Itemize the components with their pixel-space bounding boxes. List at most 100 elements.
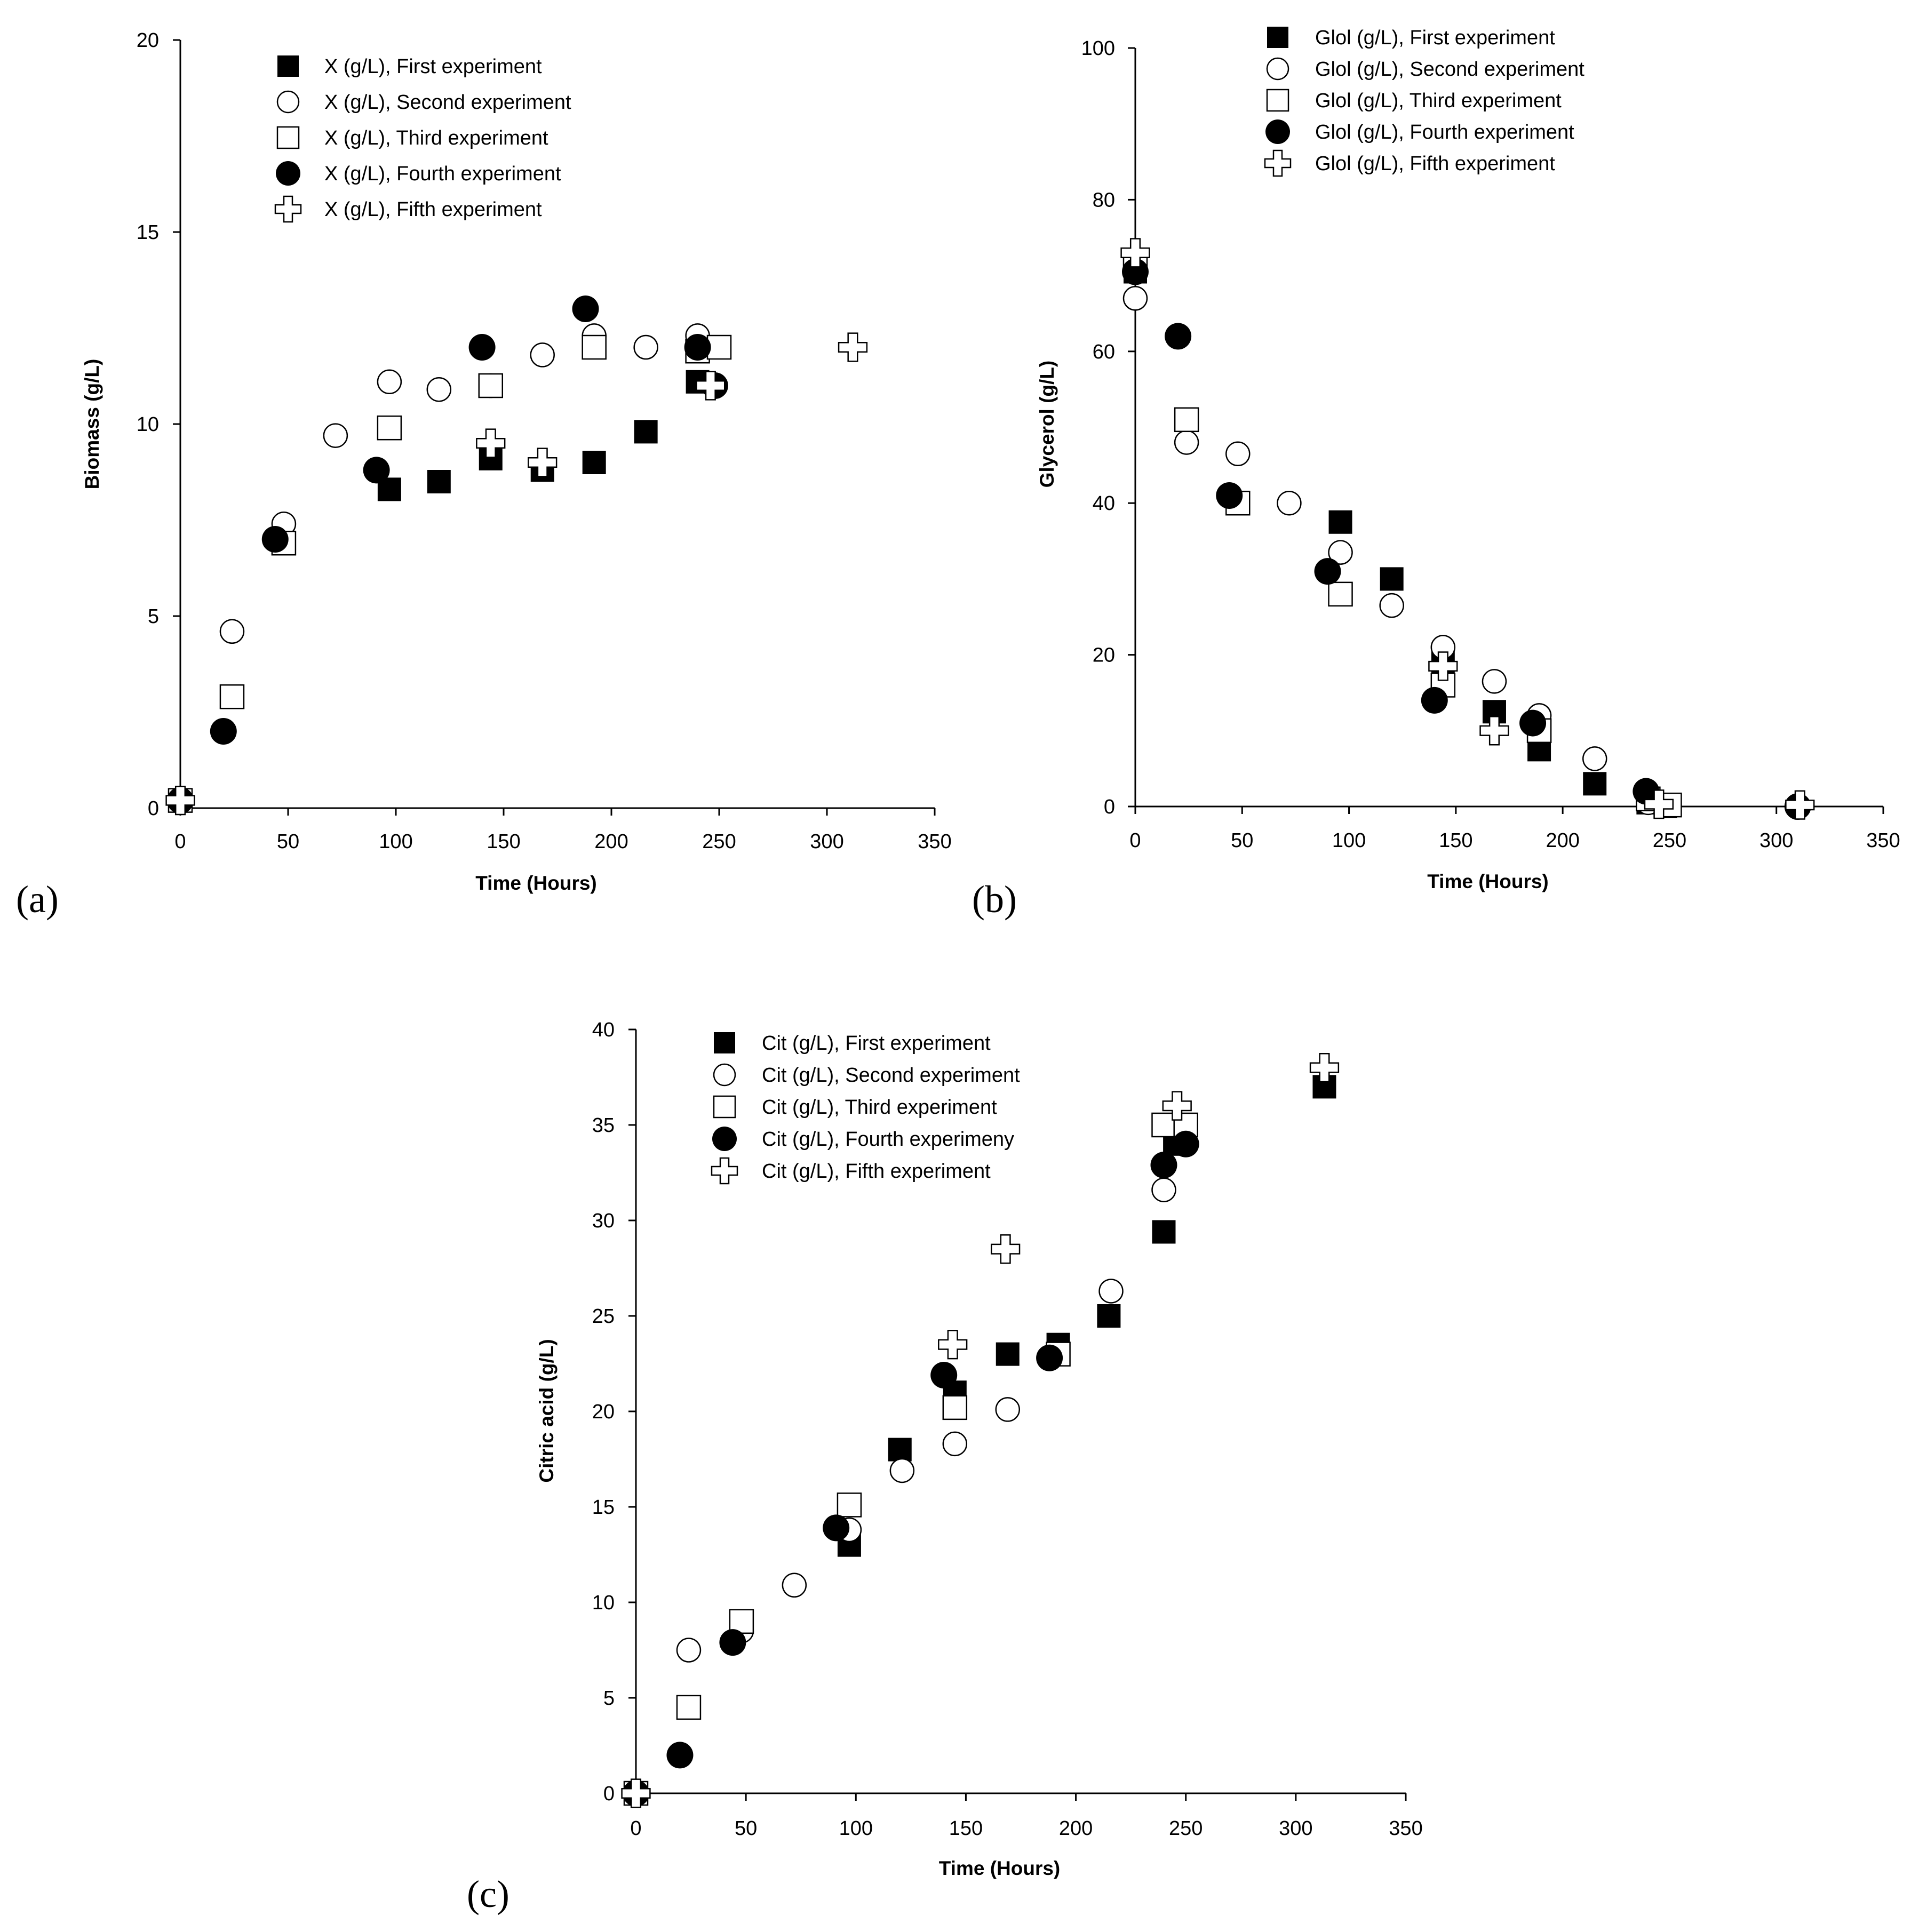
data-point xyxy=(1225,441,1251,467)
data-point xyxy=(572,296,599,322)
data-point xyxy=(684,334,711,361)
legend-entry: Cit (g/L), Fifth experiment xyxy=(762,1160,991,1183)
data-point xyxy=(1122,258,1149,285)
data-point xyxy=(377,369,402,395)
data-point xyxy=(363,457,390,484)
data-point xyxy=(1162,1091,1192,1121)
series-4 xyxy=(1122,258,1811,820)
series-5 xyxy=(1120,238,1815,820)
series-5 xyxy=(165,332,868,816)
data-point xyxy=(426,377,452,402)
x-tick-label: 50 xyxy=(1231,829,1253,852)
x-tick-label: 250 xyxy=(702,831,736,853)
legend-marker xyxy=(711,1157,738,1185)
data-point xyxy=(676,1638,702,1663)
y-axis-title: Biomass (g/L) xyxy=(81,359,103,490)
data-point xyxy=(582,451,606,474)
y-tick-label: 15 xyxy=(592,1496,615,1519)
legend-marker xyxy=(1265,119,1290,144)
x-tick-label: 300 xyxy=(810,831,843,853)
data-point xyxy=(1120,238,1150,268)
y-tick-label: 30 xyxy=(592,1210,615,1232)
data-point xyxy=(219,619,245,644)
data-point xyxy=(1309,1052,1340,1083)
legend-entry: Glol (g/L), Second experiment xyxy=(1315,58,1584,81)
series-3 xyxy=(168,334,732,813)
data-point xyxy=(633,334,658,360)
legend: Cit (g/L), First experiment Cit (g/L), Se… xyxy=(711,1032,1020,1185)
data-point xyxy=(1582,746,1607,771)
x-tick-label: 250 xyxy=(1169,1817,1203,1840)
legend-marker xyxy=(713,1095,736,1119)
data-point xyxy=(1122,286,1148,311)
data-point xyxy=(1151,1112,1176,1138)
x-tick-label: 150 xyxy=(1439,829,1472,852)
legend-marker xyxy=(712,1127,737,1151)
y-tick-label: 35 xyxy=(592,1114,615,1137)
x-tick-label: 350 xyxy=(1389,1817,1422,1840)
data-point xyxy=(666,1742,694,1769)
series-4 xyxy=(623,1130,1199,1807)
legend-entry: Cit (g/L), Third experiment xyxy=(762,1096,997,1119)
data-point xyxy=(1151,1177,1176,1202)
data-point xyxy=(323,423,348,448)
y-tick-label: 5 xyxy=(603,1687,615,1710)
data-point xyxy=(1380,567,1404,591)
panel-citric-acid: 0 50 100 150 200 250 300 350 0 5 10 15 20 25 30 35 40 Tim… xyxy=(467,1019,1423,1915)
data-point xyxy=(1098,1279,1124,1304)
legend-entry: Cit (g/L), First experiment xyxy=(762,1032,991,1055)
y-tick-label: 0 xyxy=(1104,796,1115,818)
legend-marker xyxy=(1266,57,1289,81)
series-1 xyxy=(169,336,727,812)
series-2 xyxy=(1122,286,1661,816)
data-point xyxy=(888,1438,912,1462)
data-point xyxy=(1165,323,1192,350)
data-point xyxy=(1482,669,1507,694)
y-tick-label: 100 xyxy=(1081,37,1115,60)
y-tick-label: 40 xyxy=(592,1019,615,1041)
data-point xyxy=(838,332,868,362)
x-tick-label: 150 xyxy=(487,831,520,853)
panel-label: (c) xyxy=(467,1873,509,1915)
data-point xyxy=(1421,686,1448,714)
y-tick-label: 0 xyxy=(603,1783,615,1805)
panel-glycerol: 0 50 100 150 200 250 300 350 0 20 40 60 80 100 Time (H… xyxy=(972,27,1900,921)
legend-entry: Glol (g/L), Third experiment xyxy=(1315,90,1562,112)
x-tick-label: 300 xyxy=(1279,1817,1312,1840)
data-point xyxy=(1172,1130,1199,1157)
y-tick-label: 80 xyxy=(1093,189,1115,211)
x-tick-label: 100 xyxy=(1332,829,1366,852)
legend-entry: Glol (g/L), First experiment xyxy=(1315,27,1555,49)
data-point xyxy=(427,470,451,493)
legend-entry: X (g/L), Third experiment xyxy=(324,127,548,149)
legend-marker xyxy=(274,195,302,223)
x-axis-title: Time (Hours) xyxy=(939,1857,1061,1879)
x-tick-label: 350 xyxy=(918,831,951,853)
data-point xyxy=(476,428,506,458)
series-1 xyxy=(1124,260,1677,818)
legend-entry: Cit (g/L), Fourth experimeny xyxy=(762,1128,1014,1151)
data-point xyxy=(261,526,289,553)
legend-entry: X (g/L), Second experiment xyxy=(324,91,571,114)
data-point xyxy=(782,1572,807,1598)
y-tick-label: 0 xyxy=(148,797,159,820)
x-tick-label: 150 xyxy=(949,1817,983,1840)
legend-marker xyxy=(276,126,300,149)
x-tick-label: 0 xyxy=(174,831,186,853)
data-point xyxy=(1174,430,1199,455)
legend-marker xyxy=(714,1032,735,1053)
data-point xyxy=(1150,1152,1177,1179)
y-axis-title: Glycerol (g/L) xyxy=(1036,361,1058,488)
data-point xyxy=(1633,778,1660,805)
data-point xyxy=(210,718,237,745)
x-tick-label: 200 xyxy=(594,831,628,853)
data-point xyxy=(634,420,658,444)
legend-marker xyxy=(1266,89,1289,112)
data-point xyxy=(1277,490,1302,516)
x-tick-label: 50 xyxy=(735,1817,757,1840)
data-point xyxy=(996,1342,1020,1366)
data-point xyxy=(1097,1304,1121,1328)
panel-label: (a) xyxy=(16,878,59,921)
x-tick-label: 0 xyxy=(630,1817,641,1840)
y-tick-label: 25 xyxy=(592,1305,615,1328)
